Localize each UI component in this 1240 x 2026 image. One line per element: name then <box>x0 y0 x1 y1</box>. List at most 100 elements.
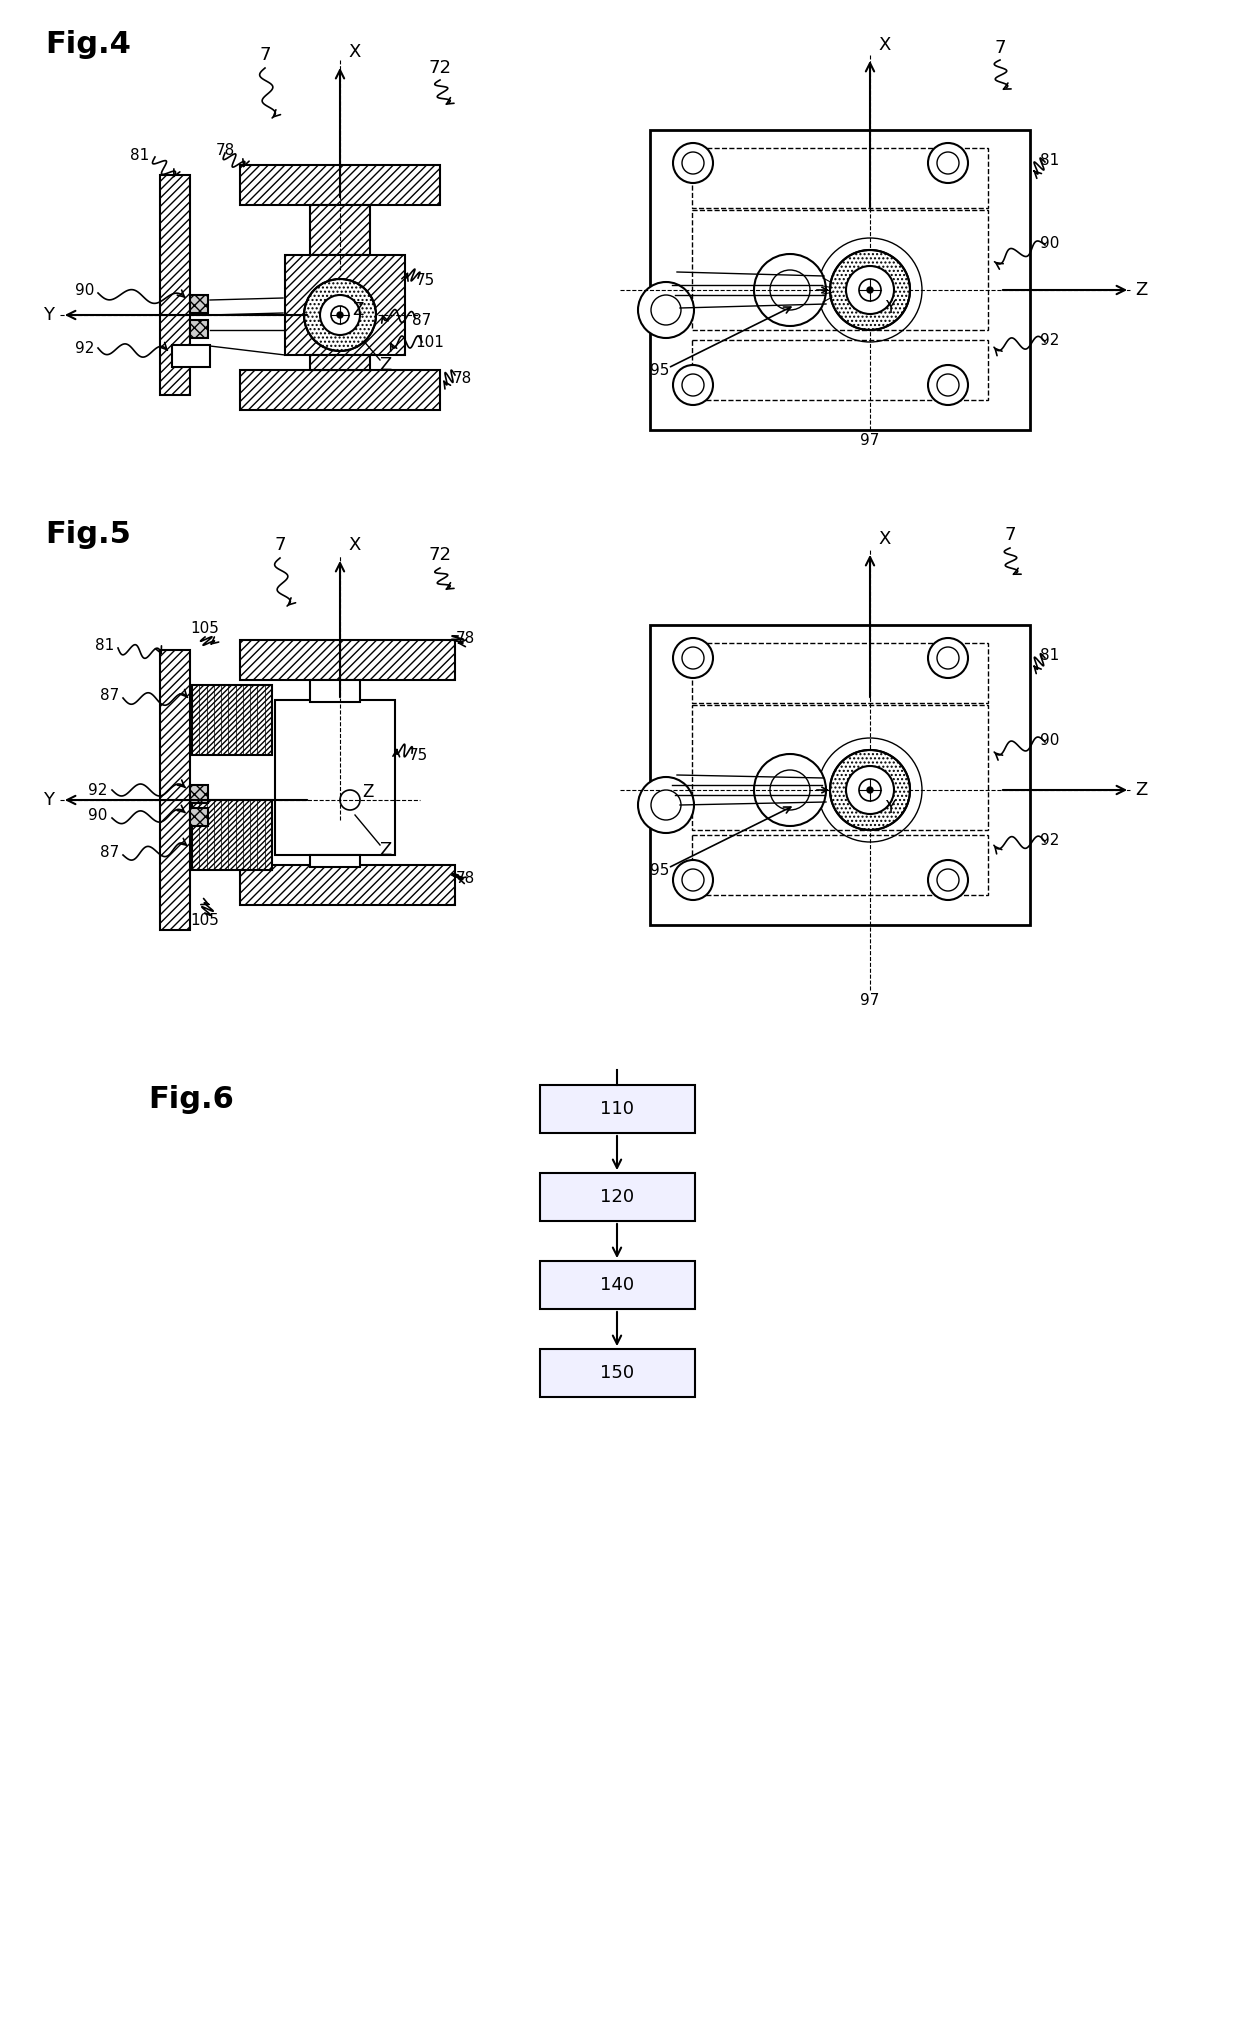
Circle shape <box>673 859 713 900</box>
Circle shape <box>937 646 959 669</box>
Circle shape <box>320 296 360 334</box>
Circle shape <box>673 638 713 679</box>
Circle shape <box>770 770 810 810</box>
Text: 105: 105 <box>191 912 219 928</box>
Bar <box>539 1173 694 1222</box>
Text: 81: 81 <box>1040 648 1060 663</box>
Text: X: X <box>348 43 361 61</box>
Text: 90: 90 <box>76 282 94 298</box>
Bar <box>285 255 405 355</box>
Text: 87: 87 <box>100 845 119 859</box>
Text: 110: 110 <box>600 1100 634 1118</box>
Text: X: X <box>348 537 361 553</box>
Circle shape <box>673 365 713 405</box>
Bar <box>310 681 360 701</box>
Bar <box>310 855 360 867</box>
Text: Fig.4: Fig.4 <box>45 30 131 59</box>
Circle shape <box>682 646 704 669</box>
Circle shape <box>928 144 968 182</box>
Bar <box>241 371 440 409</box>
Circle shape <box>340 790 360 810</box>
Bar <box>692 642 988 703</box>
Bar <box>692 211 988 330</box>
Circle shape <box>937 375 959 395</box>
Circle shape <box>830 249 910 330</box>
Bar <box>539 1349 694 1398</box>
Text: 105: 105 <box>191 620 219 636</box>
Text: 7: 7 <box>259 47 270 65</box>
Text: 97: 97 <box>861 432 879 448</box>
Text: 78: 78 <box>455 871 475 885</box>
Bar <box>310 205 370 255</box>
Text: 101: 101 <box>415 334 444 350</box>
Text: Z: Z <box>379 357 391 375</box>
Bar <box>275 701 396 855</box>
Circle shape <box>651 296 681 324</box>
Bar <box>190 320 208 338</box>
Text: 75: 75 <box>415 274 435 288</box>
Text: 92: 92 <box>76 340 94 355</box>
Text: 7: 7 <box>274 537 285 553</box>
Bar <box>241 164 440 205</box>
Circle shape <box>337 312 343 318</box>
Text: 97: 97 <box>861 993 879 1007</box>
Circle shape <box>682 869 704 891</box>
Text: 78: 78 <box>216 142 234 158</box>
Circle shape <box>651 790 681 821</box>
Text: 72: 72 <box>429 545 451 563</box>
Text: 78: 78 <box>455 630 475 646</box>
Bar <box>539 1260 694 1309</box>
Circle shape <box>928 859 968 900</box>
Text: 78: 78 <box>453 371 471 385</box>
Bar <box>539 1086 694 1133</box>
Circle shape <box>846 265 894 314</box>
Bar <box>192 800 272 869</box>
Bar <box>190 296 208 312</box>
Bar <box>692 148 988 209</box>
Text: Fig.5: Fig.5 <box>45 521 131 549</box>
Text: 90: 90 <box>1040 235 1060 251</box>
Text: Y: Y <box>43 790 55 808</box>
Bar <box>692 705 988 831</box>
Text: Fig.6: Fig.6 <box>148 1086 234 1114</box>
Text: 87: 87 <box>100 687 119 703</box>
Bar <box>650 624 1030 926</box>
Circle shape <box>754 754 826 827</box>
Circle shape <box>928 638 968 679</box>
Text: 92: 92 <box>1040 833 1060 847</box>
Circle shape <box>937 152 959 174</box>
Bar <box>241 640 455 681</box>
Text: X: X <box>878 531 890 547</box>
Text: 81: 81 <box>1040 152 1060 168</box>
Bar <box>190 808 208 827</box>
Bar <box>650 130 1030 430</box>
Text: Z: Z <box>352 302 363 318</box>
Bar <box>172 344 210 367</box>
Circle shape <box>754 253 826 326</box>
Circle shape <box>304 280 376 350</box>
Text: Z: Z <box>1135 780 1147 798</box>
Circle shape <box>867 786 873 792</box>
Circle shape <box>770 269 810 310</box>
Text: 95: 95 <box>650 363 670 377</box>
Bar <box>192 685 272 756</box>
Text: 92: 92 <box>1040 332 1060 348</box>
Text: X: X <box>878 36 890 55</box>
Text: 92: 92 <box>88 782 108 798</box>
Text: Z: Z <box>379 841 391 859</box>
Text: 90: 90 <box>1040 733 1060 748</box>
Circle shape <box>682 375 704 395</box>
Circle shape <box>331 306 348 324</box>
Text: 75: 75 <box>408 748 428 762</box>
Bar <box>190 784 208 802</box>
Circle shape <box>859 780 880 800</box>
Text: 90: 90 <box>88 808 108 823</box>
Circle shape <box>928 365 968 405</box>
Circle shape <box>682 152 704 174</box>
Bar <box>160 174 190 395</box>
Text: 81: 81 <box>130 148 150 162</box>
Bar <box>160 650 190 930</box>
Text: 87: 87 <box>413 312 432 328</box>
Text: 7: 7 <box>1004 527 1016 545</box>
Bar <box>692 340 988 399</box>
